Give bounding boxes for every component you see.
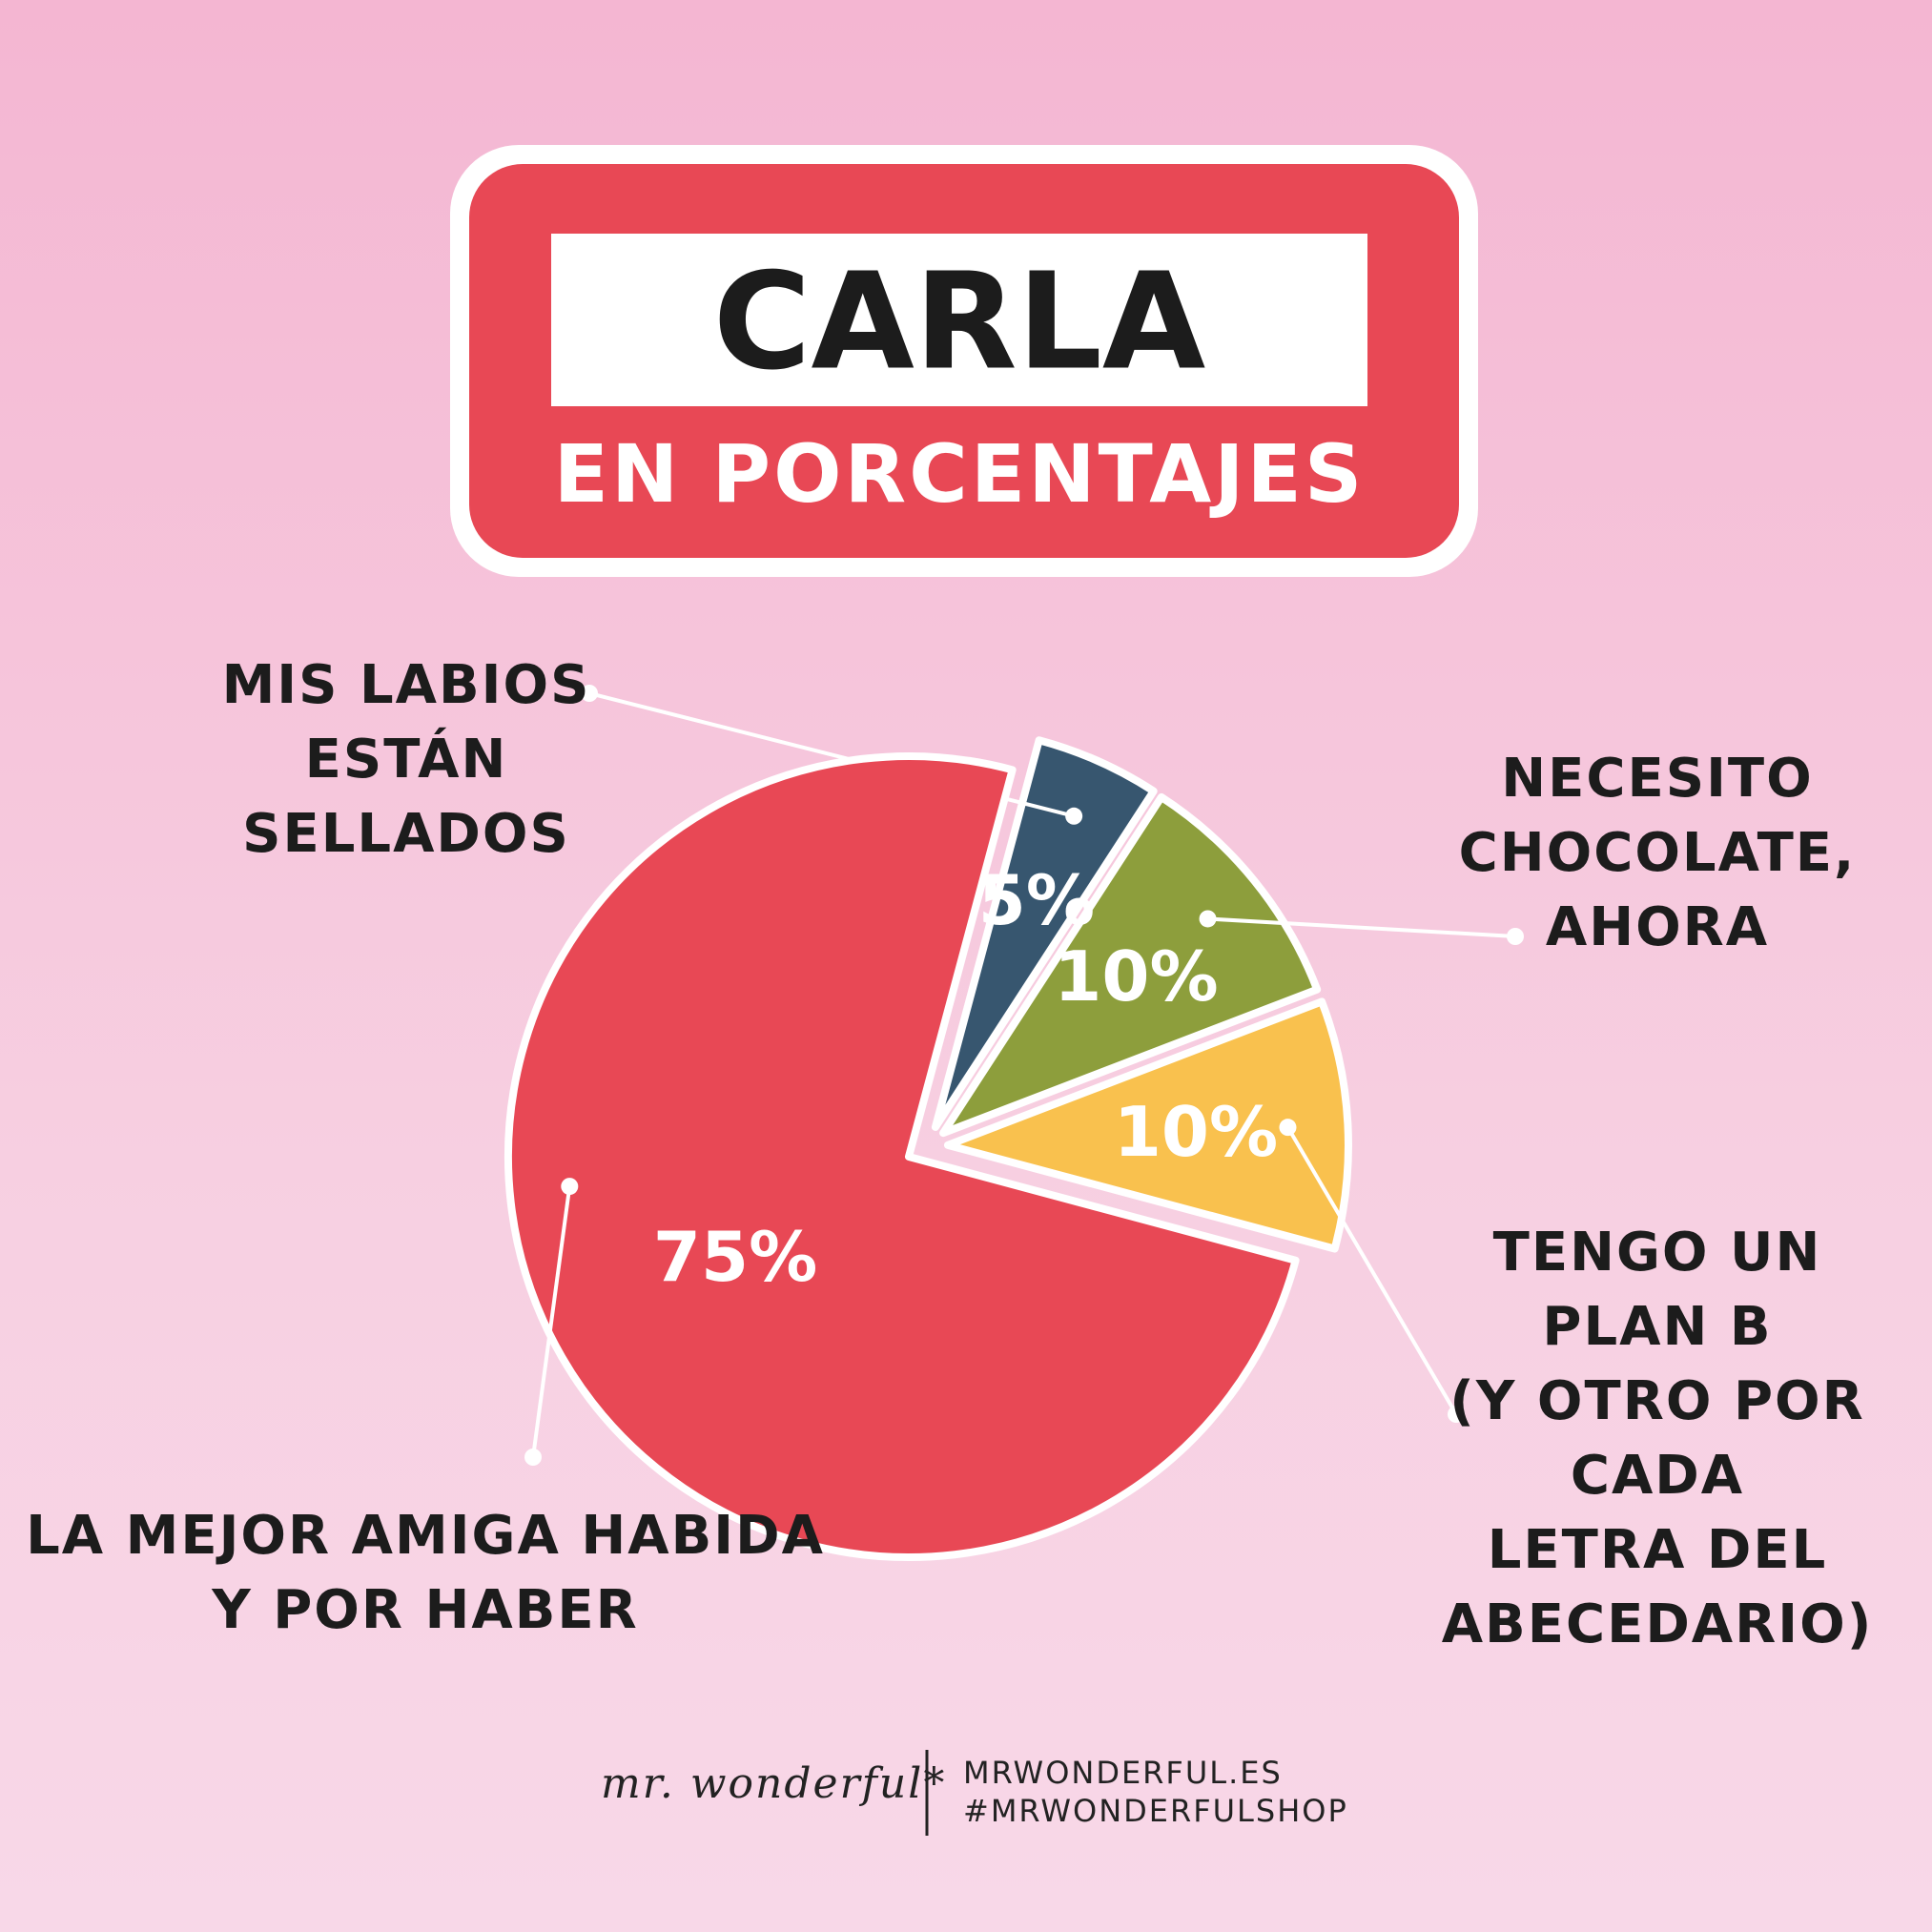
slice-label: TENGO UN PLAN B (Y OTRO POR CADA LETRA D…: [1441, 1222, 1874, 1655]
slice-label: LA MEJOR AMIGA HABIDA Y POR HABER: [26, 1505, 825, 1641]
pie-slice: [504, 752, 1300, 1561]
leader-dot: [1279, 1119, 1297, 1137]
leader-dot: [524, 1449, 542, 1466]
logo: mr. wonderful*: [601, 1759, 947, 1808]
leader-line: [1285, 1126, 1458, 1416]
chart-subtitle: EN PORCENTAJES: [553, 427, 1366, 521]
slice-label: MIS LABIOS ESTÁN SELLADOS: [221, 654, 591, 865]
slice-label: NECESITO CHOCOLATE, AHORA: [1458, 748, 1857, 958]
leader-dot: [561, 1178, 579, 1196]
leader-line: [531, 1185, 572, 1458]
leader-dot: [581, 685, 598, 702]
pie-slice: [943, 997, 1352, 1253]
hashtag: #MRWONDERFULSHOP: [963, 1793, 1348, 1829]
leader-dot: [1065, 807, 1083, 825]
leader-dot: [1199, 910, 1217, 928]
value-label: 5%: [977, 860, 1095, 940]
leader-line: [1207, 916, 1516, 938]
chart-title: CARLA: [712, 244, 1206, 401]
pie-slice: [931, 736, 1158, 1131]
title-bar: [551, 234, 1367, 406]
website: MRWONDERFUL.ES: [963, 1755, 1283, 1791]
leader-dot: [1507, 928, 1524, 945]
value-label: 10%: [1113, 1092, 1279, 1173]
leader-dot: [1448, 1406, 1465, 1423]
value-label: 10%: [1054, 936, 1219, 1017]
value-label: 75%: [652, 1217, 818, 1297]
pie-slice: [939, 792, 1322, 1138]
